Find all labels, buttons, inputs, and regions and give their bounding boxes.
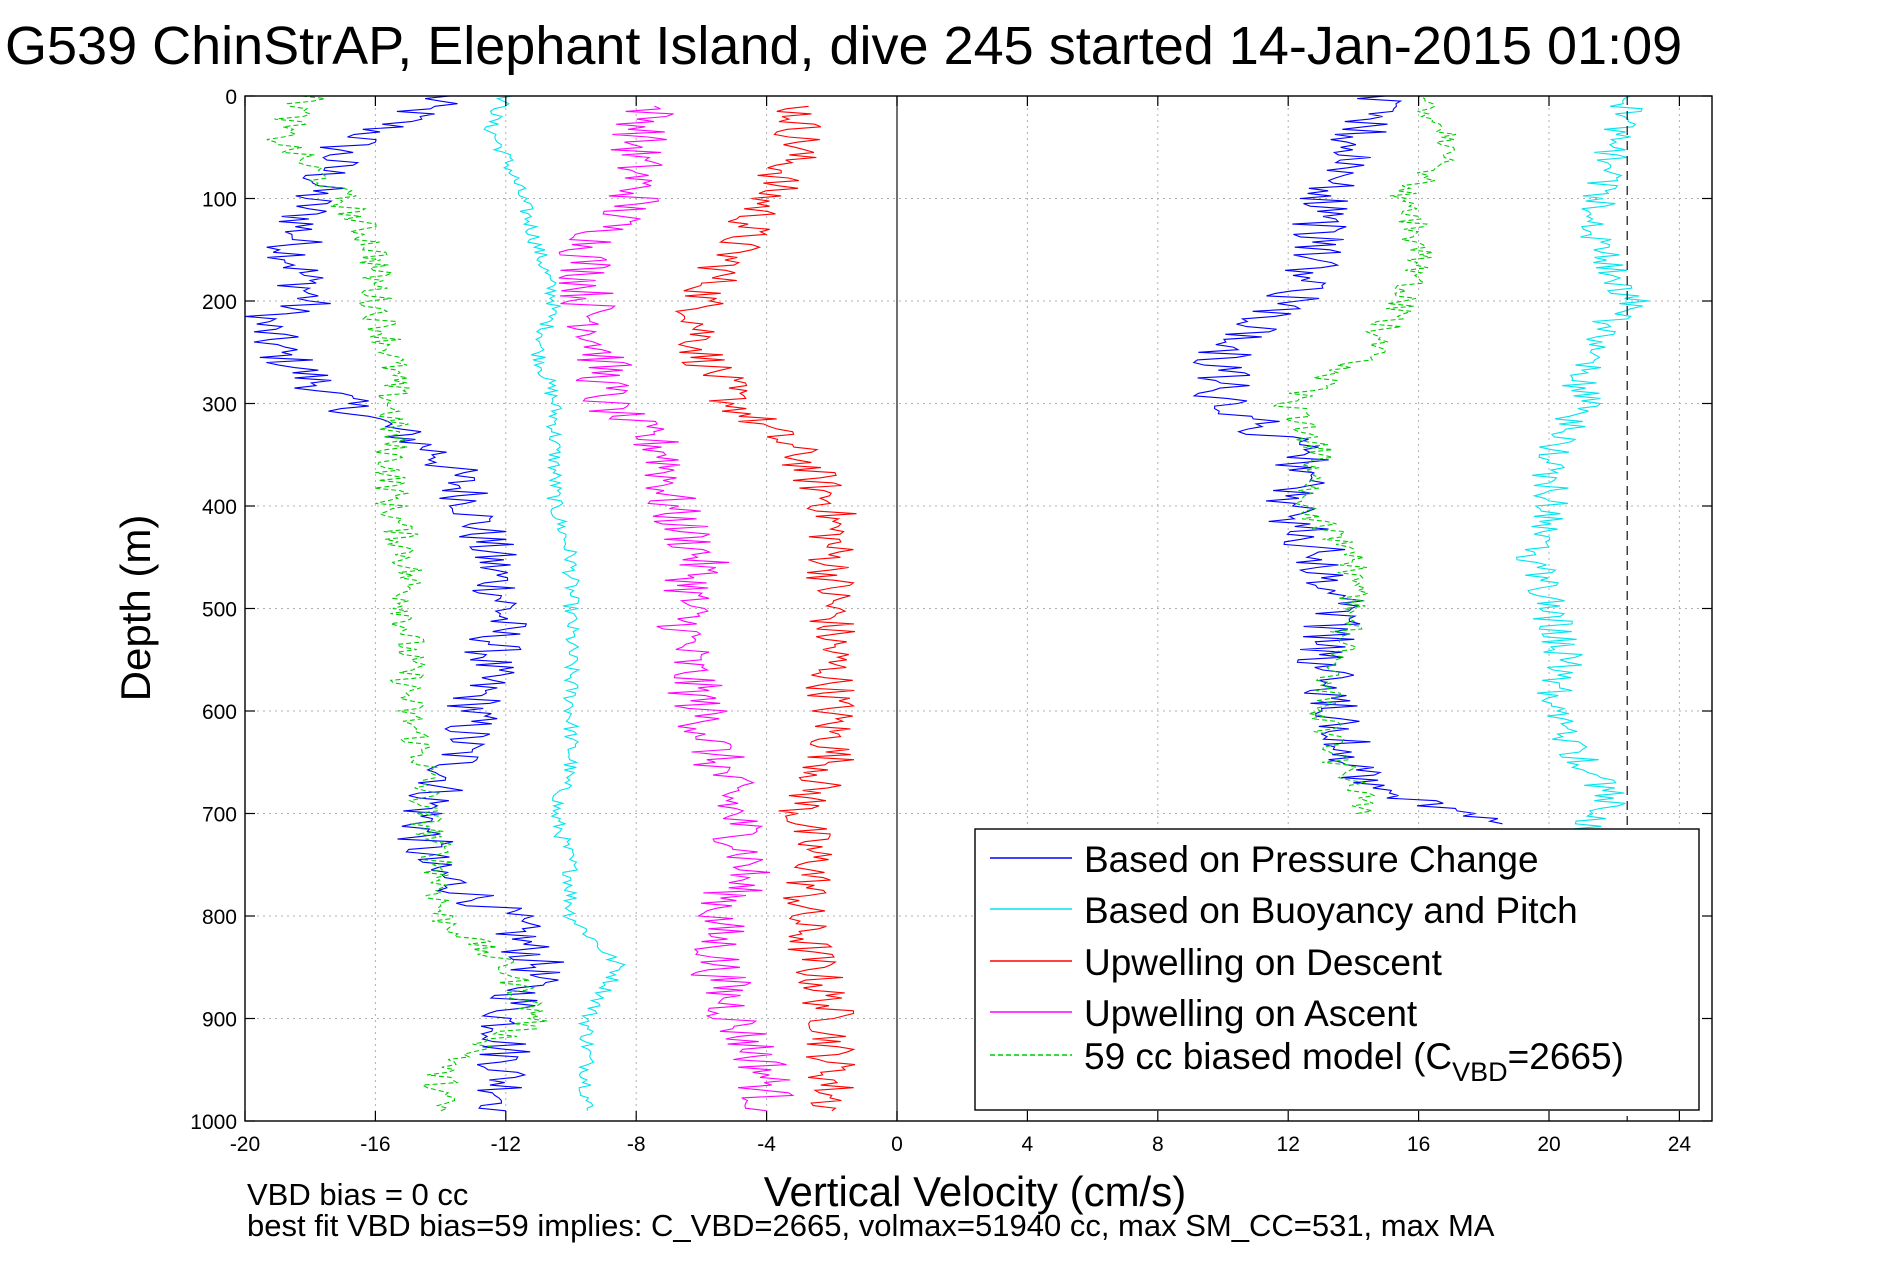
x-tick-label: 4: [1022, 1133, 1034, 1156]
x-tick-label: -4: [757, 1133, 776, 1156]
best-fit-note: best fit VBD bias=59 implies: C_VBD=2665…: [247, 1208, 1495, 1243]
x-tick-label: 12: [1277, 1133, 1300, 1156]
series-lines: [244, 95, 1650, 1112]
x-tick-label: -8: [627, 1133, 646, 1156]
legend: Based on Pressure Change Based on Buoyanc…: [974, 828, 1700, 1111]
reference-lines: [896, 96, 1628, 1121]
series-line-5: [1192, 95, 1503, 825]
x-tick-label: 20: [1537, 1133, 1560, 1156]
y-tick-label: 400: [202, 496, 237, 519]
x-tick-label: 8: [1152, 1133, 1164, 1156]
legend-label: Based on Pressure Change: [1084, 839, 1539, 880]
chart-title: G539 ChinStrAP, Elephant Island, dive 24…: [5, 16, 1682, 76]
series-line-4: [266, 95, 548, 1112]
vbd-bias-note: VBD bias = 0 cc: [247, 1177, 468, 1212]
x-tick-label: 16: [1407, 1133, 1430, 1156]
y-tick-label: 0: [225, 86, 237, 109]
y-tick-label: 800: [202, 906, 237, 929]
x-tick-label: -16: [360, 1133, 390, 1156]
series-line-0: [244, 95, 565, 1112]
x-axis-label: Vertical Velocity (cm/s): [764, 1168, 1186, 1215]
y-tick-label: 600: [202, 701, 237, 724]
y-axis-label: Depth (m): [112, 515, 159, 702]
series-line-7: [1273, 95, 1457, 815]
y-tick-label: 100: [202, 189, 237, 212]
x-tick-label: 0: [891, 1133, 903, 1156]
y-tick-label: 1000: [190, 1111, 237, 1134]
y-tick-label: 200: [202, 291, 237, 314]
legend-label: 59 cc biased model (CVBD=2665): [1084, 1036, 1624, 1087]
x-tick-label: 24: [1668, 1133, 1692, 1156]
series-line-2: [674, 105, 857, 1112]
x-tick-label: -20: [230, 1133, 260, 1156]
y-tick-label: 300: [202, 394, 237, 417]
legend-box: [974, 828, 1700, 1111]
series-line-3: [558, 105, 795, 1112]
x-tick-label: -12: [491, 1133, 521, 1156]
y-tick-label: 700: [202, 804, 237, 827]
series-line-6: [1515, 95, 1650, 835]
axis-ticks: -20 -16 -12 -8 -4 0 4 8 12 16 20 24 0 100 200 300 400 500…: [190, 86, 1712, 1156]
y-tick-label: 500: [202, 599, 237, 622]
legend-label: Upwelling on Descent: [1084, 942, 1443, 983]
series-line-1: [483, 95, 626, 1111]
legend-label: Upwelling on Ascent: [1084, 993, 1418, 1034]
y-tick-label: 900: [202, 1009, 237, 1032]
legend-label: Based on Buoyancy and Pitch: [1084, 890, 1578, 931]
